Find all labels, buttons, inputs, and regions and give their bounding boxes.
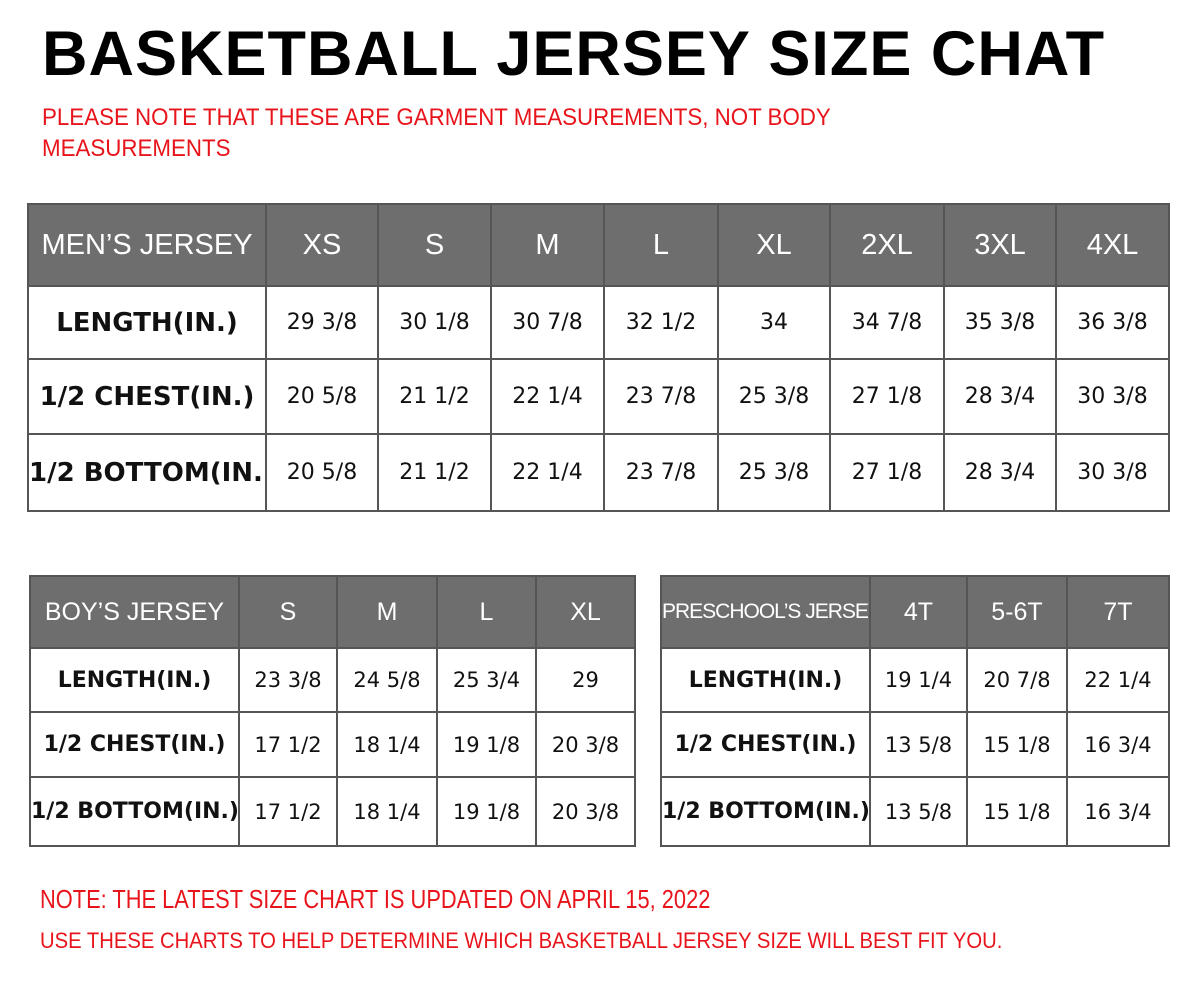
measurement-value: 35 3/8 bbox=[943, 285, 1057, 360]
measurement-label: 1/2 CHEST(IN.) bbox=[660, 711, 871, 778]
table-title-cell: BOY’S JERSEY bbox=[29, 575, 240, 649]
size-header-cell: XL bbox=[535, 575, 636, 649]
measurement-value: 20 5/8 bbox=[265, 358, 379, 435]
page-title: BASKETBALL JERSEY SIZE CHAT bbox=[42, 19, 1106, 89]
size-header-cell: 4XL bbox=[1055, 203, 1170, 287]
measurement-label: 1/2 CHEST(IN.) bbox=[27, 358, 267, 435]
measurement-value: 23 7/8 bbox=[603, 358, 719, 435]
measurement-value: 16 3/4 bbox=[1066, 776, 1170, 847]
measurement-value: 30 7/8 bbox=[490, 285, 605, 360]
measurement-value: 17 1/2 bbox=[238, 776, 338, 847]
measurement-value: 18 1/4 bbox=[336, 711, 438, 778]
measurement-value: 23 7/8 bbox=[603, 433, 719, 512]
measurement-value: 13 5/8 bbox=[869, 776, 968, 847]
measurement-value: 25 3/4 bbox=[436, 647, 537, 713]
measurement-value: 36 3/8 bbox=[1055, 285, 1170, 360]
table-title-cell: MEN’S JERSEY bbox=[27, 203, 267, 287]
updated-note: NOTE: THE LATEST SIZE CHART IS UPDATED O… bbox=[40, 884, 711, 914]
measurement-value: 25 3/8 bbox=[717, 358, 831, 435]
garment-note-line2: MEASUREMENTS bbox=[42, 135, 231, 162]
measurement-label: 1/2 BOTTOM(IN.) bbox=[29, 776, 240, 847]
measurement-value: 30 3/8 bbox=[1055, 433, 1170, 512]
measurement-value: 27 1/8 bbox=[829, 433, 945, 512]
table-row: 1/2 BOTTOM(IN.) 17 1/2 18 1/4 19 1/8 20 3/8 bbox=[29, 776, 636, 847]
measurement-label: 1/2 BOTTOM(IN.) bbox=[27, 433, 267, 512]
measurement-value: 16 3/4 bbox=[1066, 711, 1170, 778]
measurement-value: 28 3/4 bbox=[943, 358, 1057, 435]
measurement-value: 15 1/8 bbox=[966, 776, 1068, 847]
measurement-value: 19 1/8 bbox=[436, 711, 537, 778]
size-header-cell: 7T bbox=[1066, 575, 1170, 649]
table-row: LENGTH(IN.) 23 3/8 24 5/8 25 3/4 29 bbox=[29, 647, 636, 713]
size-header-cell: 5-6T bbox=[966, 575, 1068, 649]
measurement-value: 24 5/8 bbox=[336, 647, 438, 713]
table-row: LENGTH(IN.) 19 1/4 20 7/8 22 1/4 bbox=[660, 647, 1170, 713]
measurement-value: 32 1/2 bbox=[603, 285, 719, 360]
measurement-value: 23 3/8 bbox=[238, 647, 338, 713]
measurement-value: 30 1/8 bbox=[377, 285, 492, 360]
fit-note: USE THESE CHARTS TO HELP DETERMINE WHICH… bbox=[40, 928, 1003, 953]
header-row: BOY’S JERSEY S M L XL bbox=[29, 575, 636, 649]
measurement-value: 29 3/8 bbox=[265, 285, 379, 360]
size-header-cell: L bbox=[436, 575, 537, 649]
size-header-cell: M bbox=[336, 575, 438, 649]
measurement-value: 21 1/2 bbox=[377, 433, 492, 512]
measurement-value: 22 1/4 bbox=[490, 433, 605, 512]
table-row: 1/2 CHEST(IN.) 20 5/8 21 1/2 22 1/4 23 7/8 25… bbox=[27, 358, 1170, 435]
measurement-value: 22 1/4 bbox=[490, 358, 605, 435]
measurement-value: 13 5/8 bbox=[869, 711, 968, 778]
measurement-label: LENGTH(IN.) bbox=[660, 647, 871, 713]
table-row: 1/2 BOTTOM(IN.) 20 5/8 21 1/2 22 1/4 23 7/8 2… bbox=[27, 433, 1170, 512]
mens-size-table: MEN’S JERSEY XS S M L XL 2XL 3XL 4XL LENGTH(IN.) 2… bbox=[27, 203, 1170, 512]
table-row: LENGTH(IN.) 29 3/8 30 1/8 30 7/8 32 1/2 34 34 … bbox=[27, 285, 1170, 360]
size-header-cell: M bbox=[490, 203, 605, 287]
size-header-cell: 4T bbox=[869, 575, 968, 649]
measurement-value: 20 3/8 bbox=[535, 776, 636, 847]
size-header-cell: S bbox=[238, 575, 338, 649]
measurement-value: 29 bbox=[535, 647, 636, 713]
measurement-value: 27 1/8 bbox=[829, 358, 945, 435]
size-header-cell: S bbox=[377, 203, 492, 287]
measurement-value: 20 3/8 bbox=[535, 711, 636, 778]
measurement-value: 20 7/8 bbox=[966, 647, 1068, 713]
table-row: 1/2 CHEST(IN.) 17 1/2 18 1/4 19 1/8 20 3/8 bbox=[29, 711, 636, 778]
measurement-label: LENGTH(IN.) bbox=[27, 285, 267, 360]
size-header-cell: L bbox=[603, 203, 719, 287]
garment-note-line1: PLEASE NOTE THAT THESE ARE GARMENT MEASU… bbox=[42, 104, 831, 131]
measurement-label: 1/2 BOTTOM(IN.) bbox=[660, 776, 871, 847]
table-row: 1/2 BOTTOM(IN.) 13 5/8 15 1/8 16 3/4 bbox=[660, 776, 1170, 847]
measurement-value: 18 1/4 bbox=[336, 776, 438, 847]
table-row: 1/2 CHEST(IN.) 13 5/8 15 1/8 16 3/4 bbox=[660, 711, 1170, 778]
measurement-value: 34 bbox=[717, 285, 831, 360]
boys-size-table: BOY’S JERSEY S M L XL LENGTH(IN.) 23 3/8 24 5/8… bbox=[29, 575, 636, 847]
preschool-size-table: PRESCHOOL’S JERSEY 4T 5-6T 7T LENGTH(IN.) 19 … bbox=[660, 575, 1170, 847]
measurement-value: 15 1/8 bbox=[966, 711, 1068, 778]
header-row: MEN’S JERSEY XS S M L XL 2XL 3XL 4XL bbox=[27, 203, 1170, 287]
header-row: PRESCHOOL’S JERSEY 4T 5-6T 7T bbox=[660, 575, 1170, 649]
measurement-value: 25 3/8 bbox=[717, 433, 831, 512]
measurement-label: 1/2 CHEST(IN.) bbox=[29, 711, 240, 778]
table-title-cell: PRESCHOOL’S JERSEY bbox=[660, 575, 871, 649]
measurement-value: 20 5/8 bbox=[265, 433, 379, 512]
measurement-value: 30 3/8 bbox=[1055, 358, 1170, 435]
size-header-cell: XL bbox=[717, 203, 831, 287]
measurement-value: 22 1/4 bbox=[1066, 647, 1170, 713]
measurement-value: 17 1/2 bbox=[238, 711, 338, 778]
measurement-value: 19 1/8 bbox=[436, 776, 537, 847]
size-header-cell: 2XL bbox=[829, 203, 945, 287]
size-header-cell: 3XL bbox=[943, 203, 1057, 287]
measurement-value: 21 1/2 bbox=[377, 358, 492, 435]
measurement-value: 19 1/4 bbox=[869, 647, 968, 713]
measurement-label: LENGTH(IN.) bbox=[29, 647, 240, 713]
measurement-value: 34 7/8 bbox=[829, 285, 945, 360]
size-header-cell: XS bbox=[265, 203, 379, 287]
measurement-value: 28 3/4 bbox=[943, 433, 1057, 512]
